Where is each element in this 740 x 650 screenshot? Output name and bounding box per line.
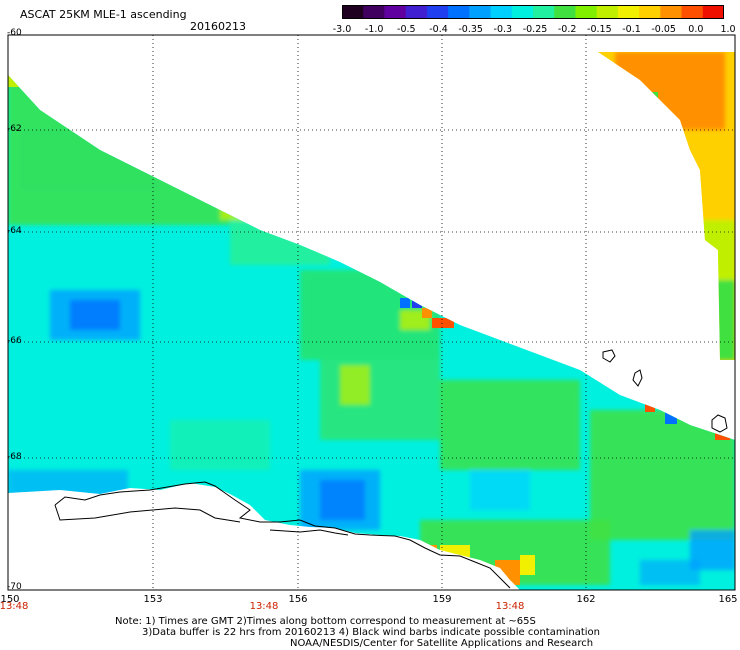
- colorbar-swatch: [448, 5, 470, 19]
- lat-label: -62: [7, 124, 22, 134]
- colorbar-tick-label: -1.0: [364, 24, 384, 35]
- colorbar-swatch: [617, 5, 640, 19]
- note-line-3: NOAA/NESDIS/Center for Satellite Applica…: [290, 638, 594, 649]
- colorbar-tick-label: -0.15: [587, 24, 612, 35]
- colorbar-tick-label: 1.0: [720, 24, 736, 35]
- colorbar-swatch: [533, 5, 555, 19]
- lon-label: 150: [0, 594, 20, 605]
- colorbar-tick-label: -0.4: [429, 24, 448, 35]
- lon-label: 153: [143, 594, 163, 605]
- colorbar-swatch: [639, 5, 661, 19]
- time-label: 13:48: [249, 601, 279, 612]
- colorbar-labels: -3.0 -1.0 -0.5 -0.4 -0.35 -0.3 -0.25 -0.2 -0.15-…: [330, 24, 740, 36]
- colorbar-swatch: [426, 5, 449, 19]
- map-frame: [7, 34, 736, 591]
- note-line-1: Note: 1) Times are GMT 2)Times along bot…: [115, 616, 536, 627]
- colorbar-tick-label: 0.0: [688, 24, 704, 35]
- colorbar-tick-label: -0.2: [557, 24, 577, 35]
- date-label: 20160213: [190, 20, 246, 33]
- lon-label: 162: [576, 594, 596, 605]
- colorbar: [342, 5, 724, 19]
- colorbar-swatch: [681, 5, 704, 19]
- lat-lon-grid: [8, 35, 735, 590]
- lat-label: -68: [7, 452, 22, 462]
- colorbar-swatch: [363, 5, 385, 19]
- lat-label: -60: [7, 28, 22, 38]
- colorbar-swatch: [469, 5, 492, 19]
- antarctic-land: [8, 483, 520, 590]
- coastline: [54, 349, 728, 589]
- colorbar-swatch: [575, 5, 598, 19]
- colorbar-swatch: [596, 5, 619, 19]
- time-label: 13:48: [495, 601, 525, 612]
- lat-label: -70: [7, 582, 22, 592]
- colorbar-swatch: [660, 5, 683, 19]
- colorbar-swatch: [405, 5, 428, 19]
- lon-label: 156: [288, 594, 308, 605]
- colorbar-border: [342, 5, 724, 19]
- note-line-2: 3)Data buffer is 22 hrs from 20160213 4)…: [142, 627, 600, 638]
- lat-label: -66: [7, 336, 22, 346]
- colorbar-tick-label: -0.1: [622, 24, 641, 35]
- page-title: ASCAT 25KM MLE-1 ascending: [20, 8, 187, 21]
- lat-label: -64: [7, 226, 22, 236]
- colorbar-swatch: [511, 5, 534, 19]
- colorbar-swatch: [554, 5, 576, 19]
- colorbar-tick-label: -0.35: [458, 24, 483, 35]
- time-label: 13:48: [0, 601, 29, 612]
- colorbar-tick-label: -0.05: [651, 24, 676, 35]
- colorbar-tick-label: -0.25: [522, 24, 548, 35]
- wind-swath-east: [598, 52, 735, 360]
- colorbar-swatch: [702, 5, 724, 19]
- colorbar-tick-label: -3.0: [332, 24, 352, 35]
- colorbar-tick-label: -0.3: [493, 24, 513, 35]
- colorbar-swatch: [342, 5, 364, 19]
- colorbar-swatch: [384, 5, 407, 19]
- colorbar-swatch: [490, 5, 513, 19]
- lon-label: 159: [432, 594, 452, 605]
- lon-label: 165: [718, 594, 738, 605]
- colorbar-tick-label: -0.5: [397, 24, 416, 35]
